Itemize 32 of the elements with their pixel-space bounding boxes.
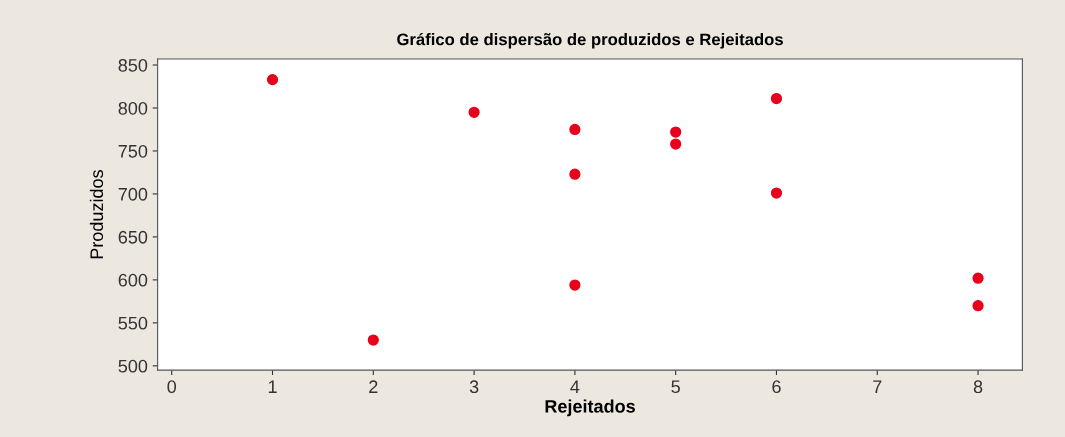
x-axis-title: Rejeitados [545, 399, 635, 417]
x-tick-label: 2 [369, 380, 378, 393]
y-tick-label: 500 [118, 359, 148, 373]
point [972, 300, 984, 312]
point [367, 334, 379, 346]
y-tick-label: 800 [118, 101, 148, 115]
point [670, 138, 682, 150]
point [670, 126, 682, 138]
point [266, 74, 279, 86]
y-tick-label: 600 [118, 273, 148, 287]
y-tick-label: 700 [118, 187, 148, 201]
x-tick-label: 7 [873, 380, 882, 393]
point [569, 168, 581, 180]
point [770, 187, 783, 199]
y-tick-label: 650 [118, 230, 148, 244]
y-axis-title: Produzidos [89, 170, 104, 259]
y-tick-label: 550 [118, 316, 148, 330]
y-tick-label: 750 [118, 144, 148, 158]
x-tick-label: 3 [469, 380, 479, 394]
x-tick-label: 1 [268, 380, 277, 393]
y-tick-label: 850 [118, 58, 148, 72]
point [569, 123, 581, 136]
point [569, 279, 581, 291]
point [972, 272, 984, 284]
point [468, 106, 480, 118]
x-tick-label: 4 [570, 380, 580, 393]
x-tick-label: 0 [167, 380, 177, 394]
x-tick-label: 8 [973, 380, 983, 394]
x-tick-label: 5 [671, 380, 680, 394]
x-tick-label: 6 [772, 380, 781, 394]
chart-title: Gráfico de dispersão de produzidos e Rejeitados [397, 32, 783, 49]
point [770, 92, 783, 105]
